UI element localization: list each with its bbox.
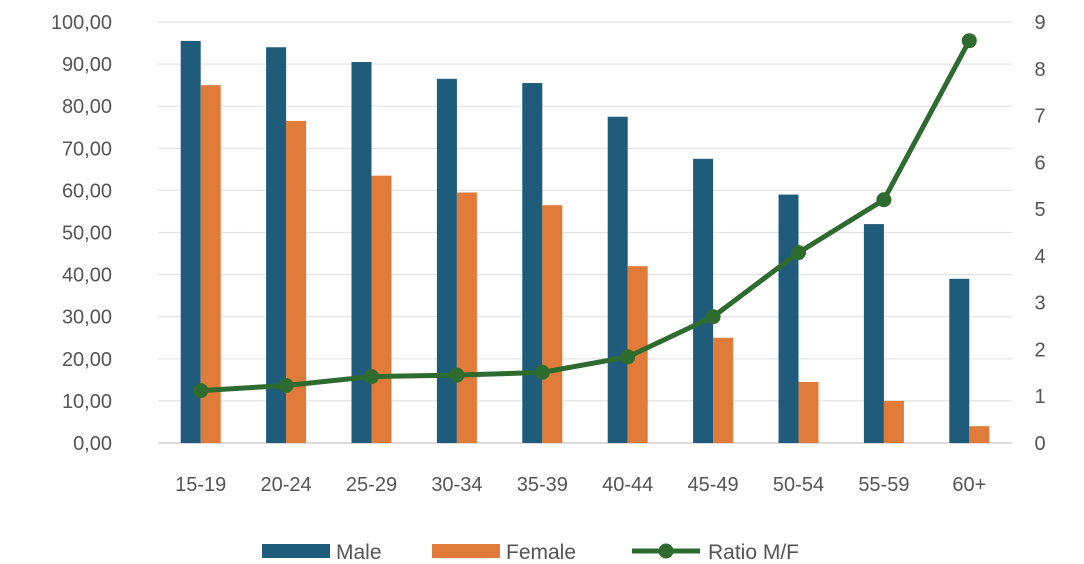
legend-label-male: Male <box>336 541 382 564</box>
x-tick-label: 60+ <box>952 474 986 496</box>
female-bar <box>969 426 990 443</box>
x-tick-label: 40-44 <box>602 474 653 496</box>
right-tick-label: 6 <box>1034 152 1045 174</box>
right-tick-label: 3 <box>1034 293 1045 315</box>
left-tick-label: 90,00 <box>62 54 112 76</box>
x-axis-ticks: 15-19 20-24 25-29 30-34 35-39 40-44 45-49 50-54… <box>175 474 986 496</box>
left-tick-label: 30,00 <box>62 307 112 329</box>
ratio-point <box>193 383 209 399</box>
right-axis-ticks: 0 1 2 3 4 5 6 7 8 9 <box>1034 12 1045 455</box>
left-tick-label: 100,00 <box>51 12 112 34</box>
ratio-point <box>278 377 294 393</box>
left-tick-label: 80,00 <box>62 96 112 118</box>
ratio-line <box>193 33 977 399</box>
right-tick-label: 1 <box>1034 386 1045 408</box>
left-tick-label: 10,00 <box>62 391 112 413</box>
legend: Male Female Ratio M/F <box>262 541 799 564</box>
left-tick-label: 70,00 <box>62 138 112 160</box>
right-tick-label: 5 <box>1034 199 1045 221</box>
male-bar <box>949 278 970 443</box>
female-bar <box>200 85 221 444</box>
male-bar <box>778 194 799 443</box>
right-tick-label: 0 <box>1034 433 1045 455</box>
male-bar <box>266 47 287 443</box>
male-bar <box>863 224 884 443</box>
ratio-point <box>364 369 379 385</box>
ratio-line-path <box>200 39 972 394</box>
left-tick-label: 20,00 <box>62 349 112 371</box>
ratio-point <box>705 309 721 325</box>
right-tick-label: 8 <box>1034 59 1045 81</box>
female-bar <box>798 381 819 443</box>
right-tick-label: 4 <box>1034 246 1045 268</box>
right-tick-label: 7 <box>1034 106 1045 128</box>
female-bar <box>713 337 734 443</box>
male-bar <box>607 116 628 443</box>
female-bar <box>542 205 563 443</box>
ratio-point <box>534 364 550 380</box>
x-tick-label: 50-54 <box>773 474 824 496</box>
ratio-point <box>449 367 465 383</box>
male-bar <box>522 83 543 444</box>
legend-label-female: Female <box>506 541 576 564</box>
x-tick-label: 35-39 <box>517 474 568 496</box>
legend-marker-ratio-m-f <box>658 543 674 559</box>
ratio-point <box>791 245 806 261</box>
ratio-point <box>961 33 977 49</box>
x-tick-label: 15-19 <box>175 474 226 496</box>
female-bar <box>371 175 392 444</box>
left-tick-label: 50,00 <box>62 223 112 245</box>
ratio-point <box>620 349 636 365</box>
right-tick-label: 2 <box>1034 339 1045 361</box>
female-bar <box>286 120 307 443</box>
left-tick-label: 0,00 <box>73 433 112 455</box>
male-bar <box>693 158 714 443</box>
legend-swatch-female <box>432 544 500 558</box>
x-tick-label: 45-49 <box>688 474 739 496</box>
x-tick-label: 55-59 <box>858 474 909 496</box>
ratio-point <box>876 192 892 208</box>
left-tick-label: 40,00 <box>62 265 112 287</box>
male-bar <box>351 61 372 444</box>
left-tick-label: 60,00 <box>62 180 112 202</box>
female-bar <box>456 192 477 443</box>
legend-swatch-male <box>262 544 330 558</box>
female-bar <box>883 400 904 443</box>
legend-label-ratio-m-f: Ratio M/F <box>708 541 799 564</box>
right-tick-label: 9 <box>1034 12 1045 34</box>
left-axis-ticks: 0,00 10,00 20,00 30,00 40,00 50,00 60,00 70,00 8… <box>51 12 112 455</box>
male-bar <box>180 40 201 443</box>
bars <box>180 40 990 444</box>
x-tick-label: 20-24 <box>261 474 312 496</box>
male-bar <box>436 78 457 444</box>
x-tick-label: 25-29 <box>346 474 397 496</box>
x-tick-label: 30-34 <box>431 474 482 496</box>
